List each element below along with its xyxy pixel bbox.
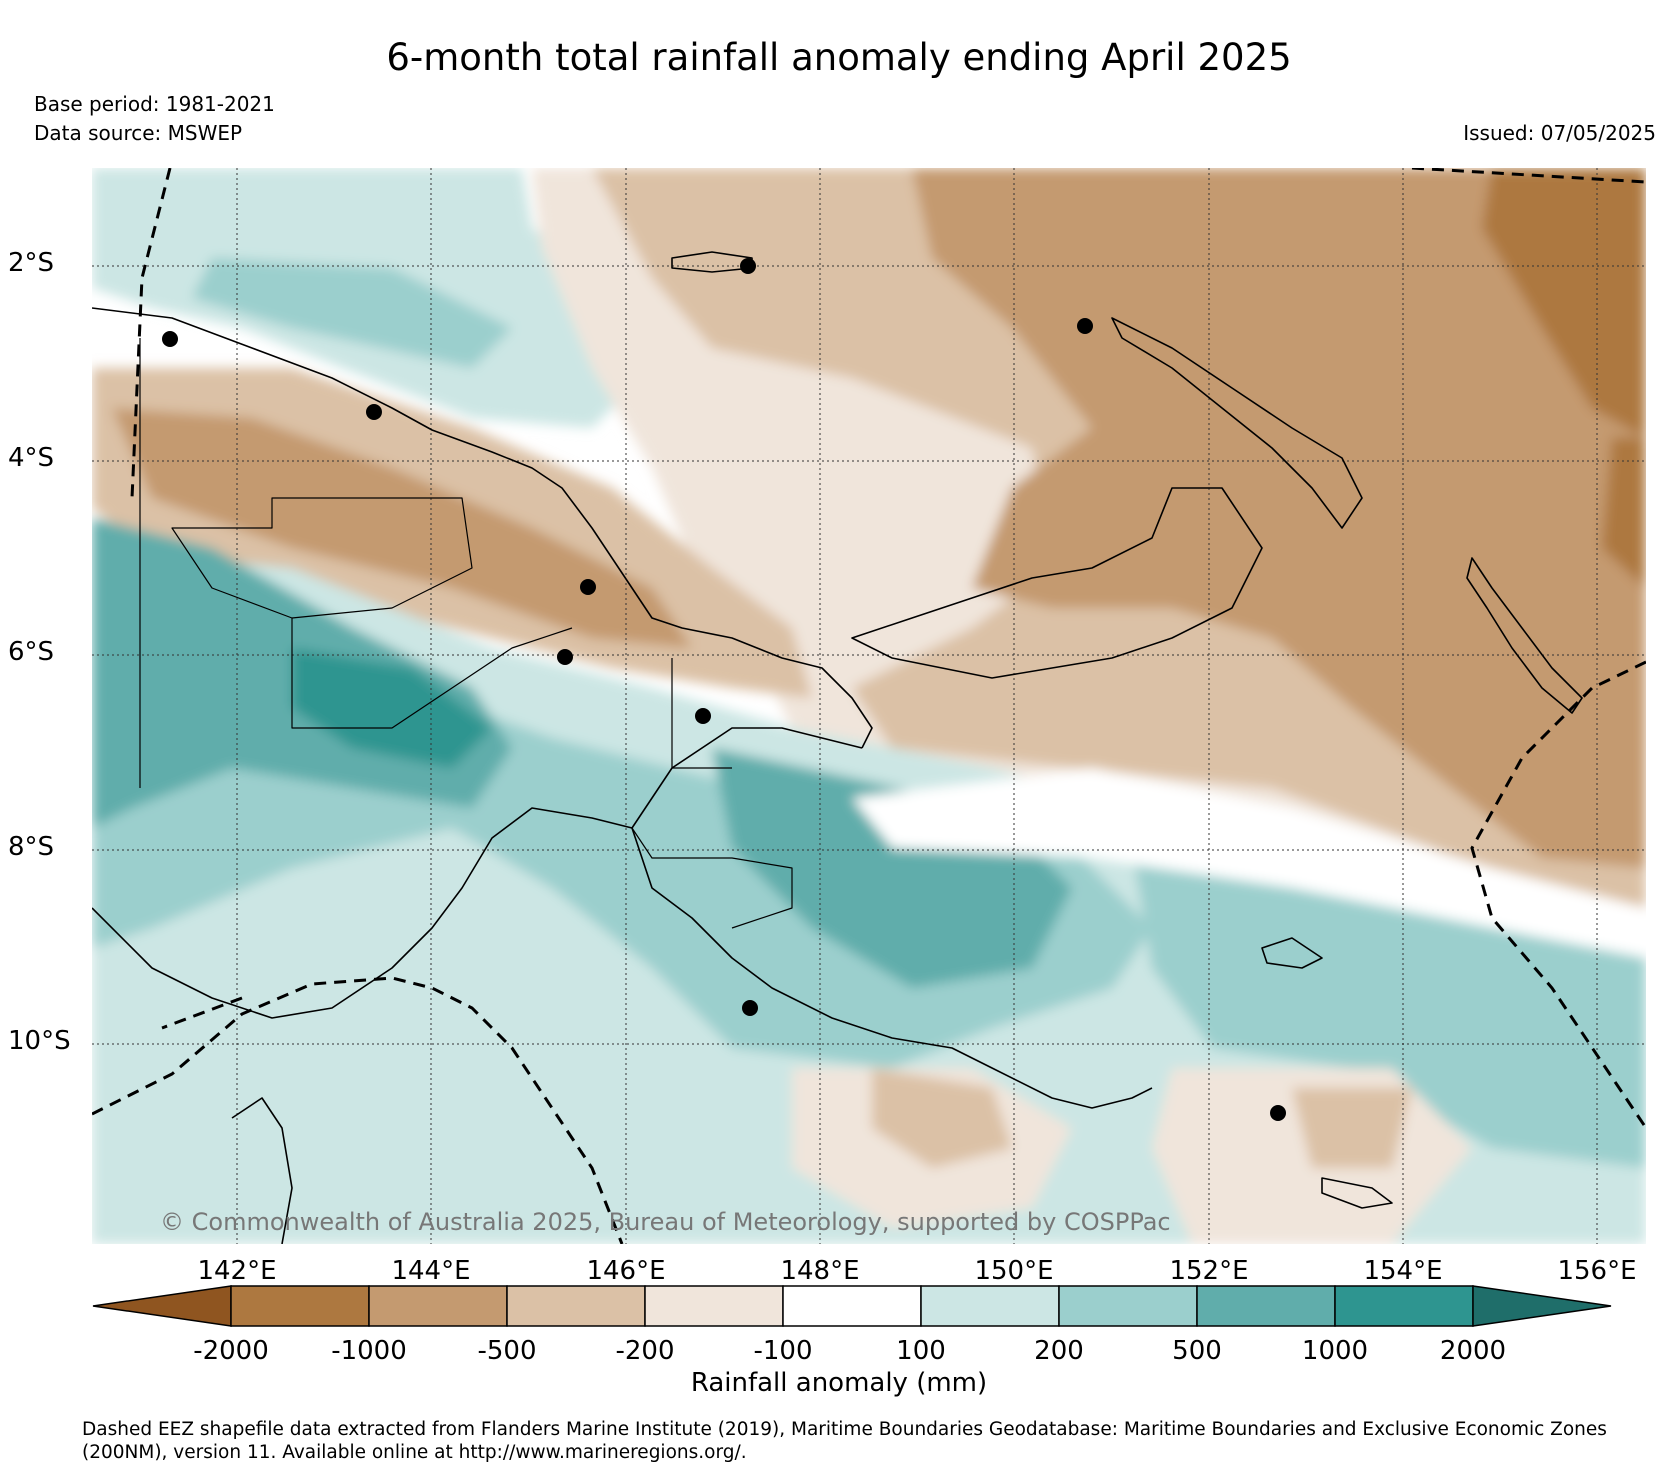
rossel-island: [1321, 1177, 1393, 1209]
cb-tick-label: 500: [1172, 1336, 1222, 1366]
lat-label-6s: 6°S: [8, 637, 55, 667]
colorbar-segment: [1058, 1285, 1198, 1327]
lat-label-8s: 8°S: [8, 832, 55, 862]
png-north-coast: [92, 307, 873, 749]
city-markers: [162, 258, 1286, 1121]
inland-border-2: [291, 618, 573, 729]
new-ireland: [1111, 317, 1363, 529]
footnote: Dashed EEZ shapefile data extracted from…: [82, 1418, 1672, 1464]
colorbar-segment: [506, 1285, 646, 1327]
colorbar-segment: [644, 1285, 784, 1327]
lon-label-148e: 148°E: [780, 1256, 860, 1286]
field-s-brown-2: [872, 1068, 1012, 1168]
lon-label-144e: 144°E: [391, 1256, 471, 1286]
field-ne-brown-dark: [1482, 168, 1646, 438]
data-source: Data source: MSWEP: [34, 121, 243, 145]
city-marker: [366, 404, 382, 420]
city-marker: [162, 331, 178, 347]
inland-border-3: [631, 827, 793, 929]
new-britain: [851, 487, 1263, 679]
inland-border-1: [171, 497, 473, 619]
colorbar-segment: [368, 1285, 508, 1327]
lon-label-150e: 150°E: [974, 1256, 1054, 1286]
colorbar-segment: [920, 1285, 1060, 1327]
field-sw-teal-deep: [292, 648, 492, 768]
rainfall-anomaly-map: [92, 168, 1646, 1244]
base-period: Base period: 1981-2021: [34, 92, 275, 116]
colorbar-segment: [230, 1285, 370, 1327]
colorbar-segment: [1334, 1285, 1474, 1327]
colorbar-segment: [1196, 1285, 1336, 1327]
city-marker: [1077, 318, 1093, 334]
goodenough-island: [1261, 937, 1323, 969]
anomaly-fields: [92, 168, 1646, 1244]
city-marker: [695, 708, 711, 724]
footnote-line-2: (200NM), version 11. Available online at…: [82, 1442, 747, 1463]
colorbar: [92, 1285, 1612, 1327]
footnote-line-1: Dashed EEZ shapefile data extracted from…: [82, 1419, 1607, 1440]
cb-tick-label: 1000: [1301, 1336, 1369, 1366]
lat-label-10s: 10°S: [8, 1026, 71, 1056]
lon-label-154e: 154°E: [1363, 1256, 1443, 1286]
png-south-coast: [631, 727, 1153, 1109]
colorbar-extend-high: [1472, 1285, 1612, 1327]
cb-tick-label: -1000: [331, 1336, 407, 1366]
cb-tick-label: -100: [753, 1336, 813, 1366]
cb-tick-label: 200: [1034, 1336, 1084, 1366]
lon-label-142e: 142°E: [197, 1256, 277, 1286]
coastlines: [92, 251, 1583, 1244]
city-marker: [740, 258, 756, 274]
cb-tick-label: -2000: [193, 1336, 269, 1366]
eez-south-west: [92, 976, 624, 1244]
lat-label-2s: 2°S: [8, 248, 55, 278]
lon-label-146e: 146°E: [586, 1256, 666, 1286]
field-nw-teal-2: [192, 258, 512, 368]
field-white-band: [852, 768, 1646, 958]
issued-date: Issued: 07/05/2025: [1463, 121, 1656, 145]
cb-tick-label: -200: [615, 1336, 675, 1366]
eez-south-west-2: [161, 996, 243, 1030]
lon-label-156e: 156°E: [1557, 1256, 1637, 1286]
cb-tick-label: 100: [896, 1336, 946, 1366]
field-central-brown-2: [112, 408, 692, 648]
colorbar-segment: [782, 1285, 922, 1327]
cape-york: [231, 1097, 293, 1244]
city-marker: [742, 1000, 758, 1016]
eez-east: [1470, 660, 1646, 1129]
cb-tick-label: -500: [477, 1336, 537, 1366]
lat-label-4s: 4°S: [8, 443, 55, 473]
colorbar-extend-low: [92, 1285, 232, 1327]
city-marker: [1270, 1105, 1286, 1121]
inland-border-4: [671, 658, 732, 769]
eez-west: [130, 168, 172, 499]
field-ne-brown: [912, 168, 1646, 868]
city-marker: [580, 579, 596, 595]
bougainville: [1466, 557, 1583, 714]
colorbar-label: Rainfall anomaly (mm): [690, 1368, 988, 1398]
lon-label-152e: 152°E: [1169, 1256, 1249, 1286]
cb-tick-label: 2000: [1439, 1336, 1507, 1366]
map-title: 6-month total rainfall anomaly ending Ap…: [386, 36, 1292, 79]
field-se-brown-2: [1292, 1088, 1412, 1168]
eez-boundaries: [92, 168, 1646, 1244]
field-se-brown-dark: [1602, 438, 1646, 588]
copyright-watermark: © Commonwealth of Australia 2025, Bureau…: [160, 1208, 1171, 1236]
png-gulf-coast: [92, 807, 633, 1019]
city-marker: [557, 649, 573, 665]
gridlines: [92, 168, 1646, 1244]
